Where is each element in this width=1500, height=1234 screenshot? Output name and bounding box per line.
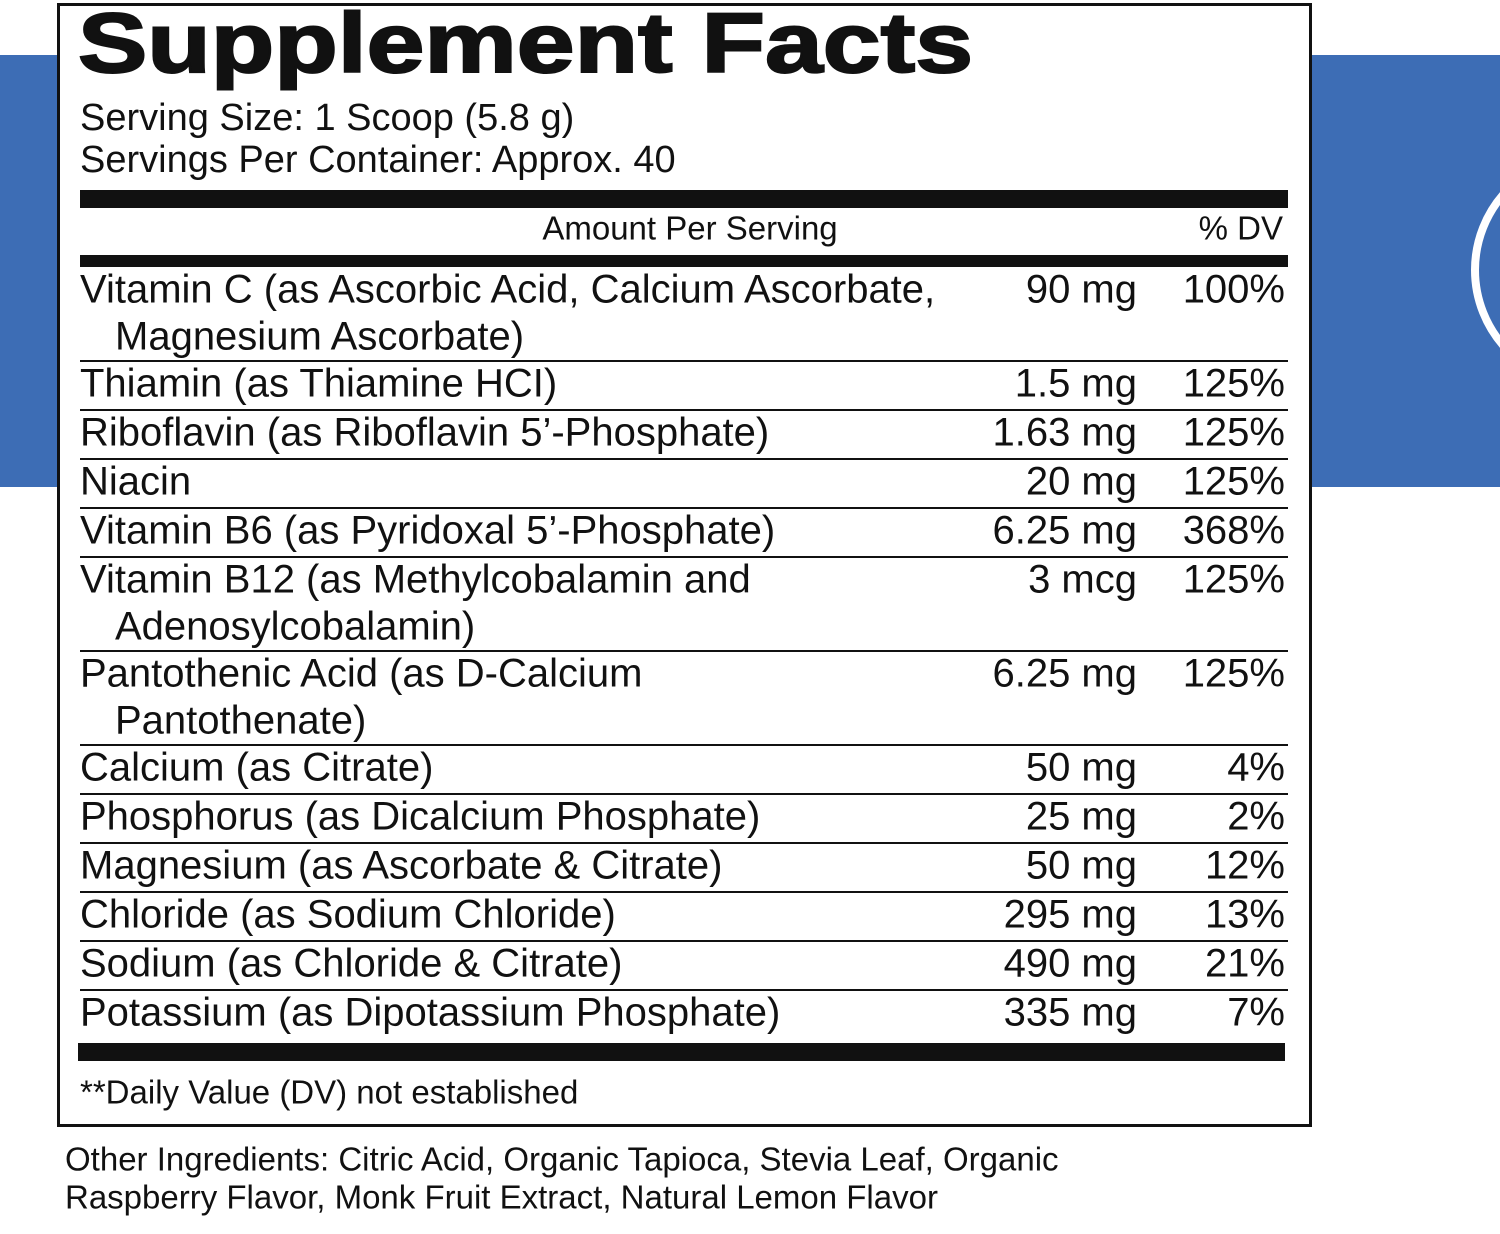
nutrient-amount: 50 mg — [1026, 746, 1137, 790]
blue-band-left — [0, 55, 60, 487]
row-rule — [80, 793, 1288, 795]
nutrient-name: Niacin — [80, 460, 191, 504]
nutrient-name: Magnesium Ascorbate) — [115, 315, 524, 359]
nutrient-amount: 335 mg — [1004, 991, 1137, 1035]
nutrient-amount: 50 mg — [1026, 844, 1137, 888]
amount-header: Amount Per Serving — [542, 210, 837, 247]
nutrient-name: Calcium (as Citrate) — [80, 746, 433, 790]
decor-circle — [1471, 192, 1500, 348]
nutrient-amount: 25 mg — [1026, 795, 1137, 839]
row-rule — [80, 650, 1288, 652]
nutrient-name: Vitamin B12 (as Methylcobalamin and — [80, 558, 751, 602]
nutrient-dv: 7% — [1227, 991, 1285, 1035]
nutrient-name: Vitamin B6 (as Pyridoxal 5’-Phosphate) — [80, 509, 775, 553]
nutrient-dv: 125% — [1183, 460, 1285, 504]
nutrient-name: Sodium (as Chloride & Citrate) — [80, 942, 622, 986]
row-rule — [80, 507, 1288, 509]
row-rule — [80, 940, 1288, 942]
other-ingredients-line: Raspberry Flavor, Monk Fruit Extract, Na… — [65, 1179, 938, 1216]
thick-rule — [78, 1043, 1285, 1061]
nutrient-dv: 100% — [1183, 268, 1285, 312]
nutrient-dv: 125% — [1183, 558, 1285, 602]
nutrient-dv: 13% — [1205, 893, 1285, 937]
row-rule — [80, 458, 1288, 460]
nutrient-amount: 6.25 mg — [992, 509, 1137, 553]
nutrient-name: Magnesium (as Ascorbate & Citrate) — [80, 844, 722, 888]
nutrient-name: Thiamin (as Thiamine HCI) — [80, 362, 557, 406]
nutrient-amount: 90 mg — [1026, 268, 1137, 312]
nutrient-amount: 1.5 mg — [1015, 362, 1137, 406]
nutrient-dv: 2% — [1227, 795, 1285, 839]
nutrient-rows: Vitamin C (as Ascorbic Acid, Calcium Asc… — [78, 268, 1288, 1061]
row-rule — [80, 989, 1288, 991]
row-rule — [80, 891, 1288, 893]
nutrient-dv: 4% — [1227, 746, 1285, 790]
footnote: **Daily Value (DV) not established — [80, 1074, 578, 1111]
nutrient-amount: 1.63 mg — [992, 411, 1137, 455]
row-rule — [80, 360, 1288, 362]
nutrient-amount: 20 mg — [1026, 460, 1137, 504]
nutrient-name: Phosphorus (as Dicalcium Phosphate) — [80, 795, 760, 839]
nutrient-name: Pantothenate) — [115, 699, 366, 743]
thick-rule — [80, 190, 1288, 208]
serving-size: Serving Size: 1 Scoop (5.8 g) — [80, 97, 574, 139]
nutrient-dv: 125% — [1183, 652, 1285, 696]
title: Supplement Facts — [78, 0, 973, 90]
nutrient-name: Chloride (as Sodium Chloride) — [80, 893, 616, 937]
servings-per-container: Servings Per Container: Approx. 40 — [80, 139, 676, 181]
nutrient-amount: 490 mg — [1004, 942, 1137, 986]
blue-band-right — [1310, 55, 1500, 487]
nutrient-dv: 368% — [1183, 509, 1285, 553]
nutrient-name: Adenosylcobalamin) — [115, 605, 475, 649]
dv-header: % DV — [1199, 210, 1283, 247]
row-rule — [80, 409, 1288, 411]
row-rule — [80, 744, 1288, 746]
nutrient-amount: 3 mcg — [1028, 558, 1137, 602]
nutrient-name: Pantothenic Acid (as D-Calcium — [80, 652, 642, 696]
nutrient-dv: 125% — [1183, 362, 1285, 406]
nutrient-dv: 21% — [1205, 942, 1285, 986]
nutrient-dv: 125% — [1183, 411, 1285, 455]
other-ingredients-line: Other Ingredients: Citric Acid, Organic … — [65, 1141, 1059, 1178]
nutrient-name: Riboflavin (as Riboflavin 5’-Phosphate) — [80, 411, 769, 455]
nutrient-dv: 12% — [1205, 844, 1285, 888]
nutrient-name: Potassium (as Dipotassium Phosphate) — [80, 991, 780, 1035]
row-rule — [80, 842, 1288, 844]
row-rule — [80, 556, 1288, 558]
nutrient-amount: 295 mg — [1004, 893, 1137, 937]
nutrient-name: Vitamin C (as Ascorbic Acid, Calcium Asc… — [80, 268, 935, 312]
other-ingredients: Other Ingredients: Citric Acid, Organic … — [65, 1141, 1059, 1216]
thick-rule — [80, 255, 1288, 267]
nutrient-amount: 6.25 mg — [992, 652, 1137, 696]
